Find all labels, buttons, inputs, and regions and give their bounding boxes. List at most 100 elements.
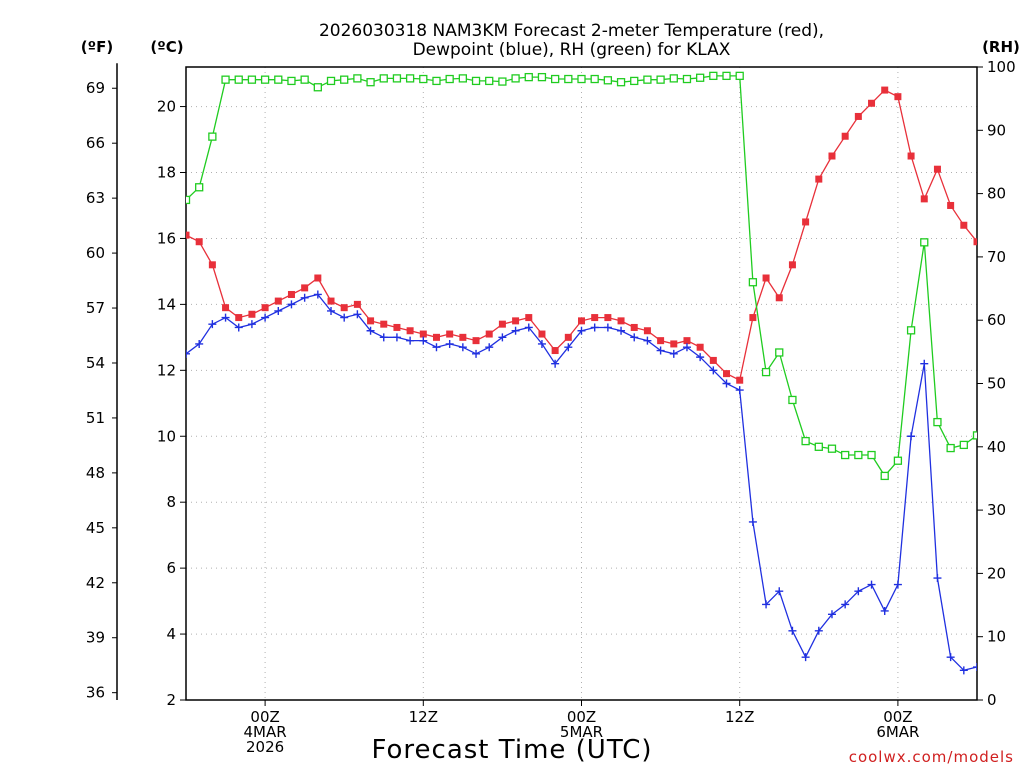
rh-line xyxy=(186,75,977,477)
dewpoint-point xyxy=(893,580,902,589)
temperature-point xyxy=(591,314,599,322)
temperature-point xyxy=(815,175,823,183)
rh-unit-label: (RH) xyxy=(982,38,1020,56)
dewpoint-point xyxy=(353,310,362,319)
axes xyxy=(112,63,983,706)
temperature-point xyxy=(723,370,731,378)
x-tick-label: 00Z xyxy=(250,708,279,726)
temperature-point xyxy=(274,297,282,305)
dewpoint-point xyxy=(340,313,349,322)
temperature-point xyxy=(868,99,876,107)
dewpoint-point xyxy=(867,580,876,589)
rh-point xyxy=(920,238,929,247)
celsius-tick-label: 12 xyxy=(157,361,176,379)
celsius-tick-label: 4 xyxy=(166,625,176,643)
temperature-point xyxy=(564,333,572,341)
dewpoint-point xyxy=(472,349,481,358)
dewpoint-point xyxy=(801,653,810,662)
temperature-point xyxy=(933,165,941,173)
rh-point xyxy=(722,71,731,81)
temperature-point xyxy=(657,337,665,345)
rh-point xyxy=(445,74,454,84)
celsius-tick-label: 18 xyxy=(157,164,176,182)
dewpoint-point xyxy=(300,293,309,302)
rh-point xyxy=(419,74,428,84)
rh-point xyxy=(471,76,481,86)
temperature-point xyxy=(670,340,678,348)
rh-point xyxy=(682,74,692,84)
rh-point xyxy=(893,456,903,465)
rh-point xyxy=(696,73,705,82)
rh-tick-label: 10 xyxy=(987,628,1006,646)
dewpoint-point xyxy=(748,517,757,526)
rh-point xyxy=(669,74,678,83)
rh-point xyxy=(577,74,586,84)
x-tick-label: 00Z xyxy=(567,708,596,726)
temperature-point xyxy=(195,238,203,246)
rh-tick-label: 50 xyxy=(987,375,1006,393)
rh-point xyxy=(946,443,955,453)
rh-point xyxy=(340,75,349,84)
dewpoint-point xyxy=(551,359,560,368)
temperature-point xyxy=(432,333,440,341)
temperature-point xyxy=(578,317,585,325)
temperature-point xyxy=(512,317,520,325)
grid xyxy=(186,67,977,701)
rh-point xyxy=(906,326,916,335)
temperature-point xyxy=(446,330,454,338)
celsius-tick-label: 8 xyxy=(166,493,176,511)
dewpoint-point xyxy=(247,320,256,329)
dewpoint-point xyxy=(195,339,204,348)
rh-point xyxy=(221,75,230,84)
fahrenheit-tick-label: 51 xyxy=(86,409,105,427)
temperature-point xyxy=(525,314,533,322)
rh-point xyxy=(537,72,547,82)
temperature-point xyxy=(762,274,770,282)
dewpoint-point xyxy=(208,320,217,329)
dewpoint-point xyxy=(274,306,283,315)
temperature-series xyxy=(186,86,977,384)
celsius-tick-label: 10 xyxy=(157,427,176,445)
fahrenheit-tick-label: 57 xyxy=(86,299,105,317)
fahrenheit-tick-label: 48 xyxy=(86,464,105,482)
dewpoint-point xyxy=(775,587,784,596)
rh-point xyxy=(485,76,494,86)
dewpoint-point xyxy=(379,333,388,342)
dewpoint-point xyxy=(827,610,836,619)
temperature-point xyxy=(828,152,836,160)
rh-tick-label: 0 xyxy=(987,691,997,709)
x-tick-label: 2026 xyxy=(246,738,284,756)
dewpoint-point xyxy=(287,300,296,309)
temperature-point xyxy=(459,333,467,341)
x-tick-label: 6MAR xyxy=(876,723,919,741)
rh-point xyxy=(748,278,758,287)
dewpoint-point xyxy=(498,333,507,342)
dewpoint-point xyxy=(590,323,599,332)
rh-point xyxy=(405,74,415,83)
dewpoint-point xyxy=(221,313,230,322)
dewpoint-point xyxy=(577,326,586,335)
rh-point xyxy=(880,471,889,481)
rh-point xyxy=(524,72,533,82)
dewpoint-point xyxy=(603,323,612,332)
dewpoint-point xyxy=(722,379,731,388)
rh-point xyxy=(814,442,823,451)
plot-frame xyxy=(185,66,978,701)
dewpoint-point xyxy=(186,349,190,358)
rh-point xyxy=(287,76,296,86)
temperature-point xyxy=(353,300,361,308)
temperature-point xyxy=(894,93,902,101)
rh-point xyxy=(300,75,309,84)
temperature-point xyxy=(709,356,717,364)
rh-tick-label: 70 xyxy=(987,248,1006,266)
dewpoint-point xyxy=(261,313,270,322)
dewpoint-point xyxy=(682,343,691,352)
dewpoint-point xyxy=(841,600,850,609)
rh-point xyxy=(616,78,626,87)
dewpoint-point xyxy=(485,343,494,352)
dewpoint-point xyxy=(946,653,955,662)
rh-point xyxy=(709,71,718,81)
dewpoint-point xyxy=(406,336,415,345)
rh-point xyxy=(511,74,520,83)
rh-point xyxy=(498,77,507,86)
